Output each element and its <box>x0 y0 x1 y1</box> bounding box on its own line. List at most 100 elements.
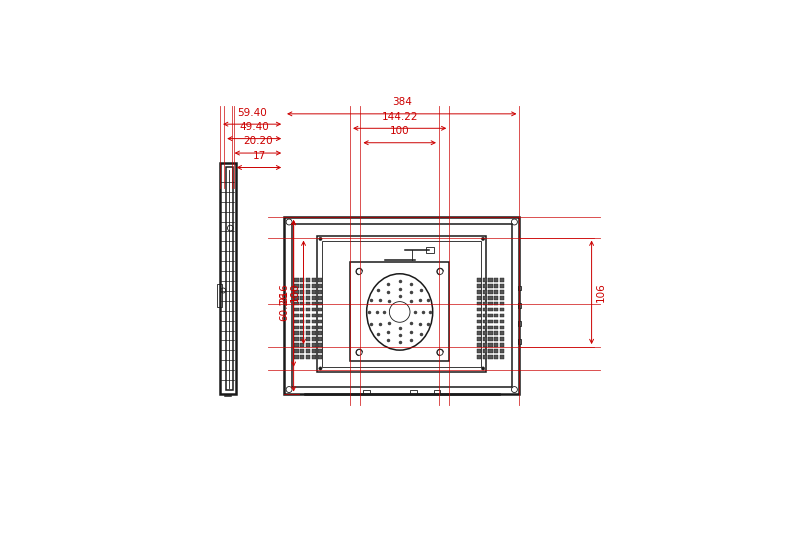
Bar <box>500 278 504 282</box>
Bar <box>489 343 493 347</box>
Bar <box>318 290 322 294</box>
Bar <box>494 349 498 353</box>
Text: 20.20: 20.20 <box>243 137 273 146</box>
Bar <box>318 296 322 300</box>
Text: 17: 17 <box>252 151 266 161</box>
Bar <box>300 349 304 353</box>
Bar <box>294 314 298 317</box>
Bar <box>494 296 498 300</box>
Circle shape <box>318 237 322 241</box>
Bar <box>500 314 504 317</box>
Bar <box>500 319 504 323</box>
Bar <box>482 308 486 311</box>
Bar <box>318 314 322 317</box>
Bar <box>482 337 486 341</box>
Bar <box>482 278 486 282</box>
Bar <box>477 296 481 300</box>
Bar <box>494 290 498 294</box>
Text: 60.26: 60.26 <box>279 291 290 321</box>
Bar <box>489 308 493 311</box>
Bar <box>312 290 316 294</box>
Bar <box>300 278 304 282</box>
Bar <box>318 337 322 341</box>
Bar <box>300 355 304 359</box>
Bar <box>518 303 522 308</box>
Bar <box>312 349 316 353</box>
Bar <box>306 302 310 306</box>
Bar <box>489 284 493 288</box>
Bar <box>489 337 493 341</box>
Bar <box>500 331 504 335</box>
Bar <box>500 349 504 353</box>
Bar <box>312 325 316 329</box>
Bar <box>482 325 486 329</box>
Bar <box>489 331 493 335</box>
Bar <box>494 331 498 335</box>
Bar <box>318 355 322 359</box>
Bar <box>300 296 304 300</box>
Bar <box>482 290 486 294</box>
Bar <box>294 349 298 353</box>
Bar <box>312 284 316 288</box>
Bar <box>226 167 234 390</box>
Bar <box>494 343 498 347</box>
Bar <box>300 337 304 341</box>
Bar <box>294 343 298 347</box>
Bar <box>300 325 304 329</box>
Bar <box>477 343 481 347</box>
Bar <box>350 263 450 361</box>
Bar <box>217 284 222 307</box>
Bar <box>482 331 486 335</box>
Bar <box>318 349 322 353</box>
Bar <box>294 325 298 329</box>
Bar <box>306 284 310 288</box>
Bar <box>494 319 498 323</box>
Bar <box>482 302 486 306</box>
Bar <box>294 355 298 359</box>
Bar <box>306 349 310 353</box>
Bar <box>500 290 504 294</box>
Bar <box>477 308 481 311</box>
Bar <box>306 296 310 300</box>
Bar <box>477 331 481 335</box>
Bar <box>489 319 493 323</box>
Bar <box>306 337 310 341</box>
Bar <box>312 343 316 347</box>
Bar <box>306 314 310 317</box>
Bar <box>434 390 440 394</box>
Bar <box>294 278 298 282</box>
Bar <box>312 278 316 282</box>
Bar <box>300 314 304 317</box>
Bar <box>318 278 322 282</box>
Bar <box>494 314 498 317</box>
Bar <box>494 337 498 341</box>
Bar <box>477 337 481 341</box>
Bar <box>518 339 522 344</box>
Bar <box>500 337 504 341</box>
Bar <box>318 302 322 306</box>
Bar <box>489 355 493 359</box>
Bar <box>300 343 304 347</box>
Text: 384: 384 <box>392 97 412 107</box>
Text: 144.22: 144.22 <box>382 111 418 122</box>
Bar <box>477 314 481 317</box>
Bar <box>300 308 304 311</box>
Bar <box>318 319 322 323</box>
Bar <box>306 290 310 294</box>
Circle shape <box>318 367 322 370</box>
Bar <box>306 343 310 347</box>
Bar <box>518 286 522 291</box>
Bar <box>300 319 304 323</box>
Bar <box>300 331 304 335</box>
Bar <box>500 284 504 288</box>
Bar <box>500 325 504 329</box>
Bar <box>220 163 236 394</box>
Bar <box>500 302 504 306</box>
Bar <box>477 284 481 288</box>
Bar <box>318 343 322 347</box>
Circle shape <box>482 367 485 370</box>
Bar <box>494 355 498 359</box>
Bar <box>294 308 298 311</box>
Text: 100: 100 <box>290 282 299 302</box>
Bar <box>306 278 310 282</box>
